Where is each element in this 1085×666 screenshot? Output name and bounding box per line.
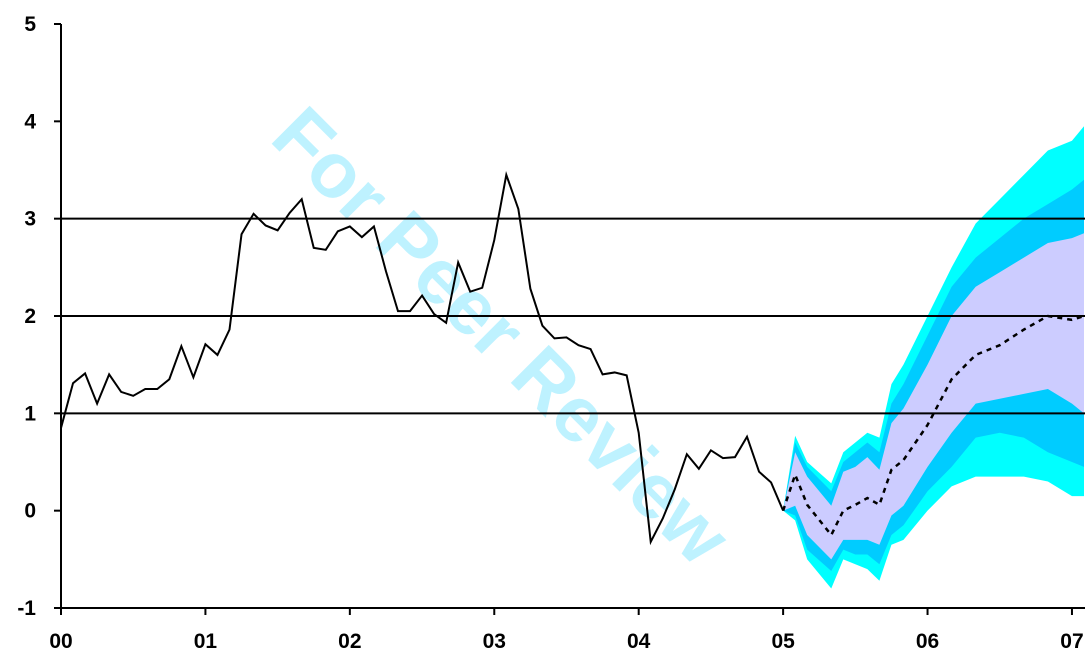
watermark: For Peer Review (256, 90, 748, 582)
y-tick-label: 4 (24, 110, 36, 133)
x-tick-label: 06 (916, 630, 939, 653)
fan-band (783, 233, 1084, 560)
y-tick-label: -1 (17, 597, 36, 620)
forecast-line (781, 314, 1085, 538)
x-tick-label: 05 (771, 630, 795, 653)
y-tick-label: 0 (24, 500, 36, 523)
x-tick-label: 04 (627, 630, 651, 653)
y-tick-label: 3 (24, 208, 36, 231)
x-tick-label: 02 (338, 630, 361, 653)
y-tick-label: 2 (24, 305, 36, 328)
x-tick-label: 07 (1060, 630, 1083, 653)
x-tick-label: 00 (49, 630, 72, 653)
y-tick-label: 5 (24, 13, 36, 36)
x-tick-label: 03 (483, 630, 506, 653)
history-line (60, 171, 785, 546)
y-tick-label: 1 (24, 402, 36, 425)
x-tick-label: 01 (194, 630, 218, 653)
